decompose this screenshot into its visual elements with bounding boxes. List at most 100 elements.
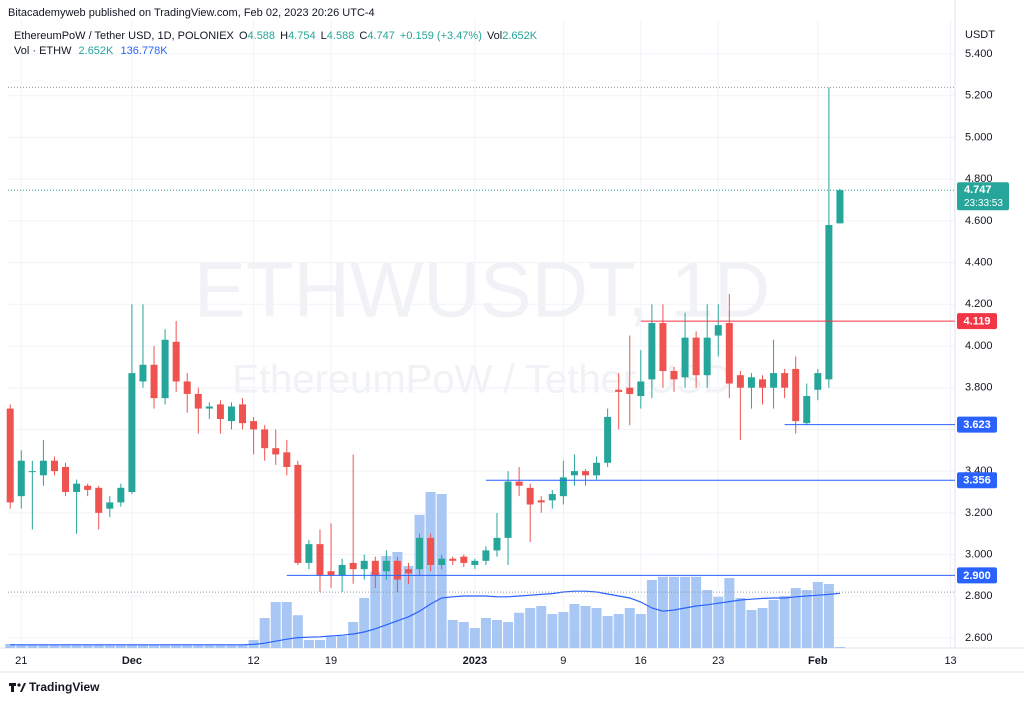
x-tick-label: Feb [808, 655, 828, 667]
volume-bar [635, 614, 646, 648]
candle-body [537, 500, 545, 503]
volume-bar [447, 620, 458, 648]
volume-bar [348, 622, 359, 648]
candle-body [493, 537, 501, 551]
volume-bar [137, 644, 148, 648]
x-tick-label: 23 [712, 655, 724, 667]
candle-body [427, 537, 435, 565]
candle-body [250, 421, 258, 430]
y-tick-label: 4.400 [965, 256, 993, 268]
candle-body [570, 471, 578, 476]
candle-body [117, 487, 125, 503]
candle-body [692, 337, 700, 376]
candle-body [548, 494, 556, 501]
volume-bar [657, 576, 668, 648]
candle-body [28, 471, 36, 473]
volume-bar [514, 612, 525, 648]
volume-bar [624, 608, 635, 648]
legend-key: Vol [487, 30, 502, 42]
volume-bar [536, 606, 547, 648]
volume-bar [569, 604, 580, 648]
candle-body [338, 564, 346, 576]
volume-bar [602, 616, 613, 648]
logo-part [20, 683, 26, 692]
y-tick-label: 5.000 [965, 131, 993, 143]
volume-value: 2.652K [79, 45, 115, 57]
candle-body [261, 429, 269, 449]
volume-bar [93, 644, 104, 648]
volume-bar [414, 514, 425, 648]
volume-bar [591, 608, 602, 648]
candle-body [84, 485, 92, 490]
y-tick-label: 4.800 [965, 173, 993, 185]
legend-value: 4.588 [327, 30, 355, 42]
y-tick-label: 3.800 [965, 382, 993, 394]
candle-body [681, 337, 689, 378]
candle-body [150, 364, 158, 399]
brand: TradingView [29, 680, 100, 694]
price-label-box [957, 472, 997, 489]
volume-bar [491, 620, 502, 648]
candle-body [604, 416, 612, 463]
legend-value: 4.588 [248, 30, 276, 42]
candle-body [360, 560, 368, 570]
candle-body [747, 377, 755, 388]
candle-body [637, 381, 645, 397]
grid-layer [0, 0, 1024, 673]
candle-body [272, 448, 280, 455]
candle-body [73, 483, 81, 492]
legend-row: Vol · ETHW 2.652K 136.778K [14, 45, 168, 57]
candle-body [95, 487, 103, 513]
y-tick-label: 3.000 [965, 548, 993, 560]
volume-bar [458, 622, 469, 648]
volume-bar [691, 576, 702, 648]
y-tick-label: 2.800 [965, 590, 993, 602]
x-tick-label: Dec [122, 655, 142, 667]
candle-body [416, 537, 424, 570]
candle-body [814, 373, 822, 390]
legend-key: O [239, 30, 248, 42]
volume-bar [547, 614, 558, 648]
volume-bar [834, 646, 845, 648]
volume-study: Vol · ETHW [14, 45, 72, 57]
volume-bar [525, 608, 536, 648]
candle-body [626, 387, 634, 394]
candle-body [449, 558, 457, 561]
legend-key: L [321, 30, 327, 42]
legend-key: C [359, 30, 367, 42]
legend-change: +0.159 (+3.47%) [400, 30, 482, 42]
volume-bar [5, 644, 16, 648]
volume-bar [436, 494, 447, 648]
legend-key: H [280, 30, 288, 42]
y-tick-label: 4.000 [965, 340, 993, 352]
x-tick-label: 9 [560, 655, 566, 667]
candle-body [316, 544, 324, 576]
candle-body [139, 364, 147, 382]
volume-bar [160, 645, 171, 648]
candle-body [349, 562, 357, 570]
volume-bar [126, 644, 137, 648]
candle-body [294, 464, 302, 563]
candle-body [371, 560, 379, 576]
candle-layer [6, 87, 844, 593]
price-label: 3.623 [963, 419, 991, 431]
volume-bar [735, 598, 746, 648]
volume-bar [359, 598, 370, 648]
candle-body [183, 381, 191, 394]
candle-body [504, 481, 512, 538]
y-tick-label: 2.600 [965, 632, 993, 644]
volume-bar [193, 645, 204, 648]
volume-bar [149, 644, 160, 648]
candle-body [172, 341, 180, 382]
price-label-box [957, 416, 997, 433]
volume-bar [668, 576, 679, 648]
candle-body [836, 190, 844, 224]
volume-bar [680, 576, 691, 648]
candle-body [803, 396, 811, 424]
volume-bar [381, 556, 392, 648]
brand-logo [9, 683, 26, 692]
publisher: Bitacademyweb published on TradingView.c… [8, 7, 375, 19]
candle-body [781, 373, 789, 388]
candle-body [194, 393, 202, 409]
